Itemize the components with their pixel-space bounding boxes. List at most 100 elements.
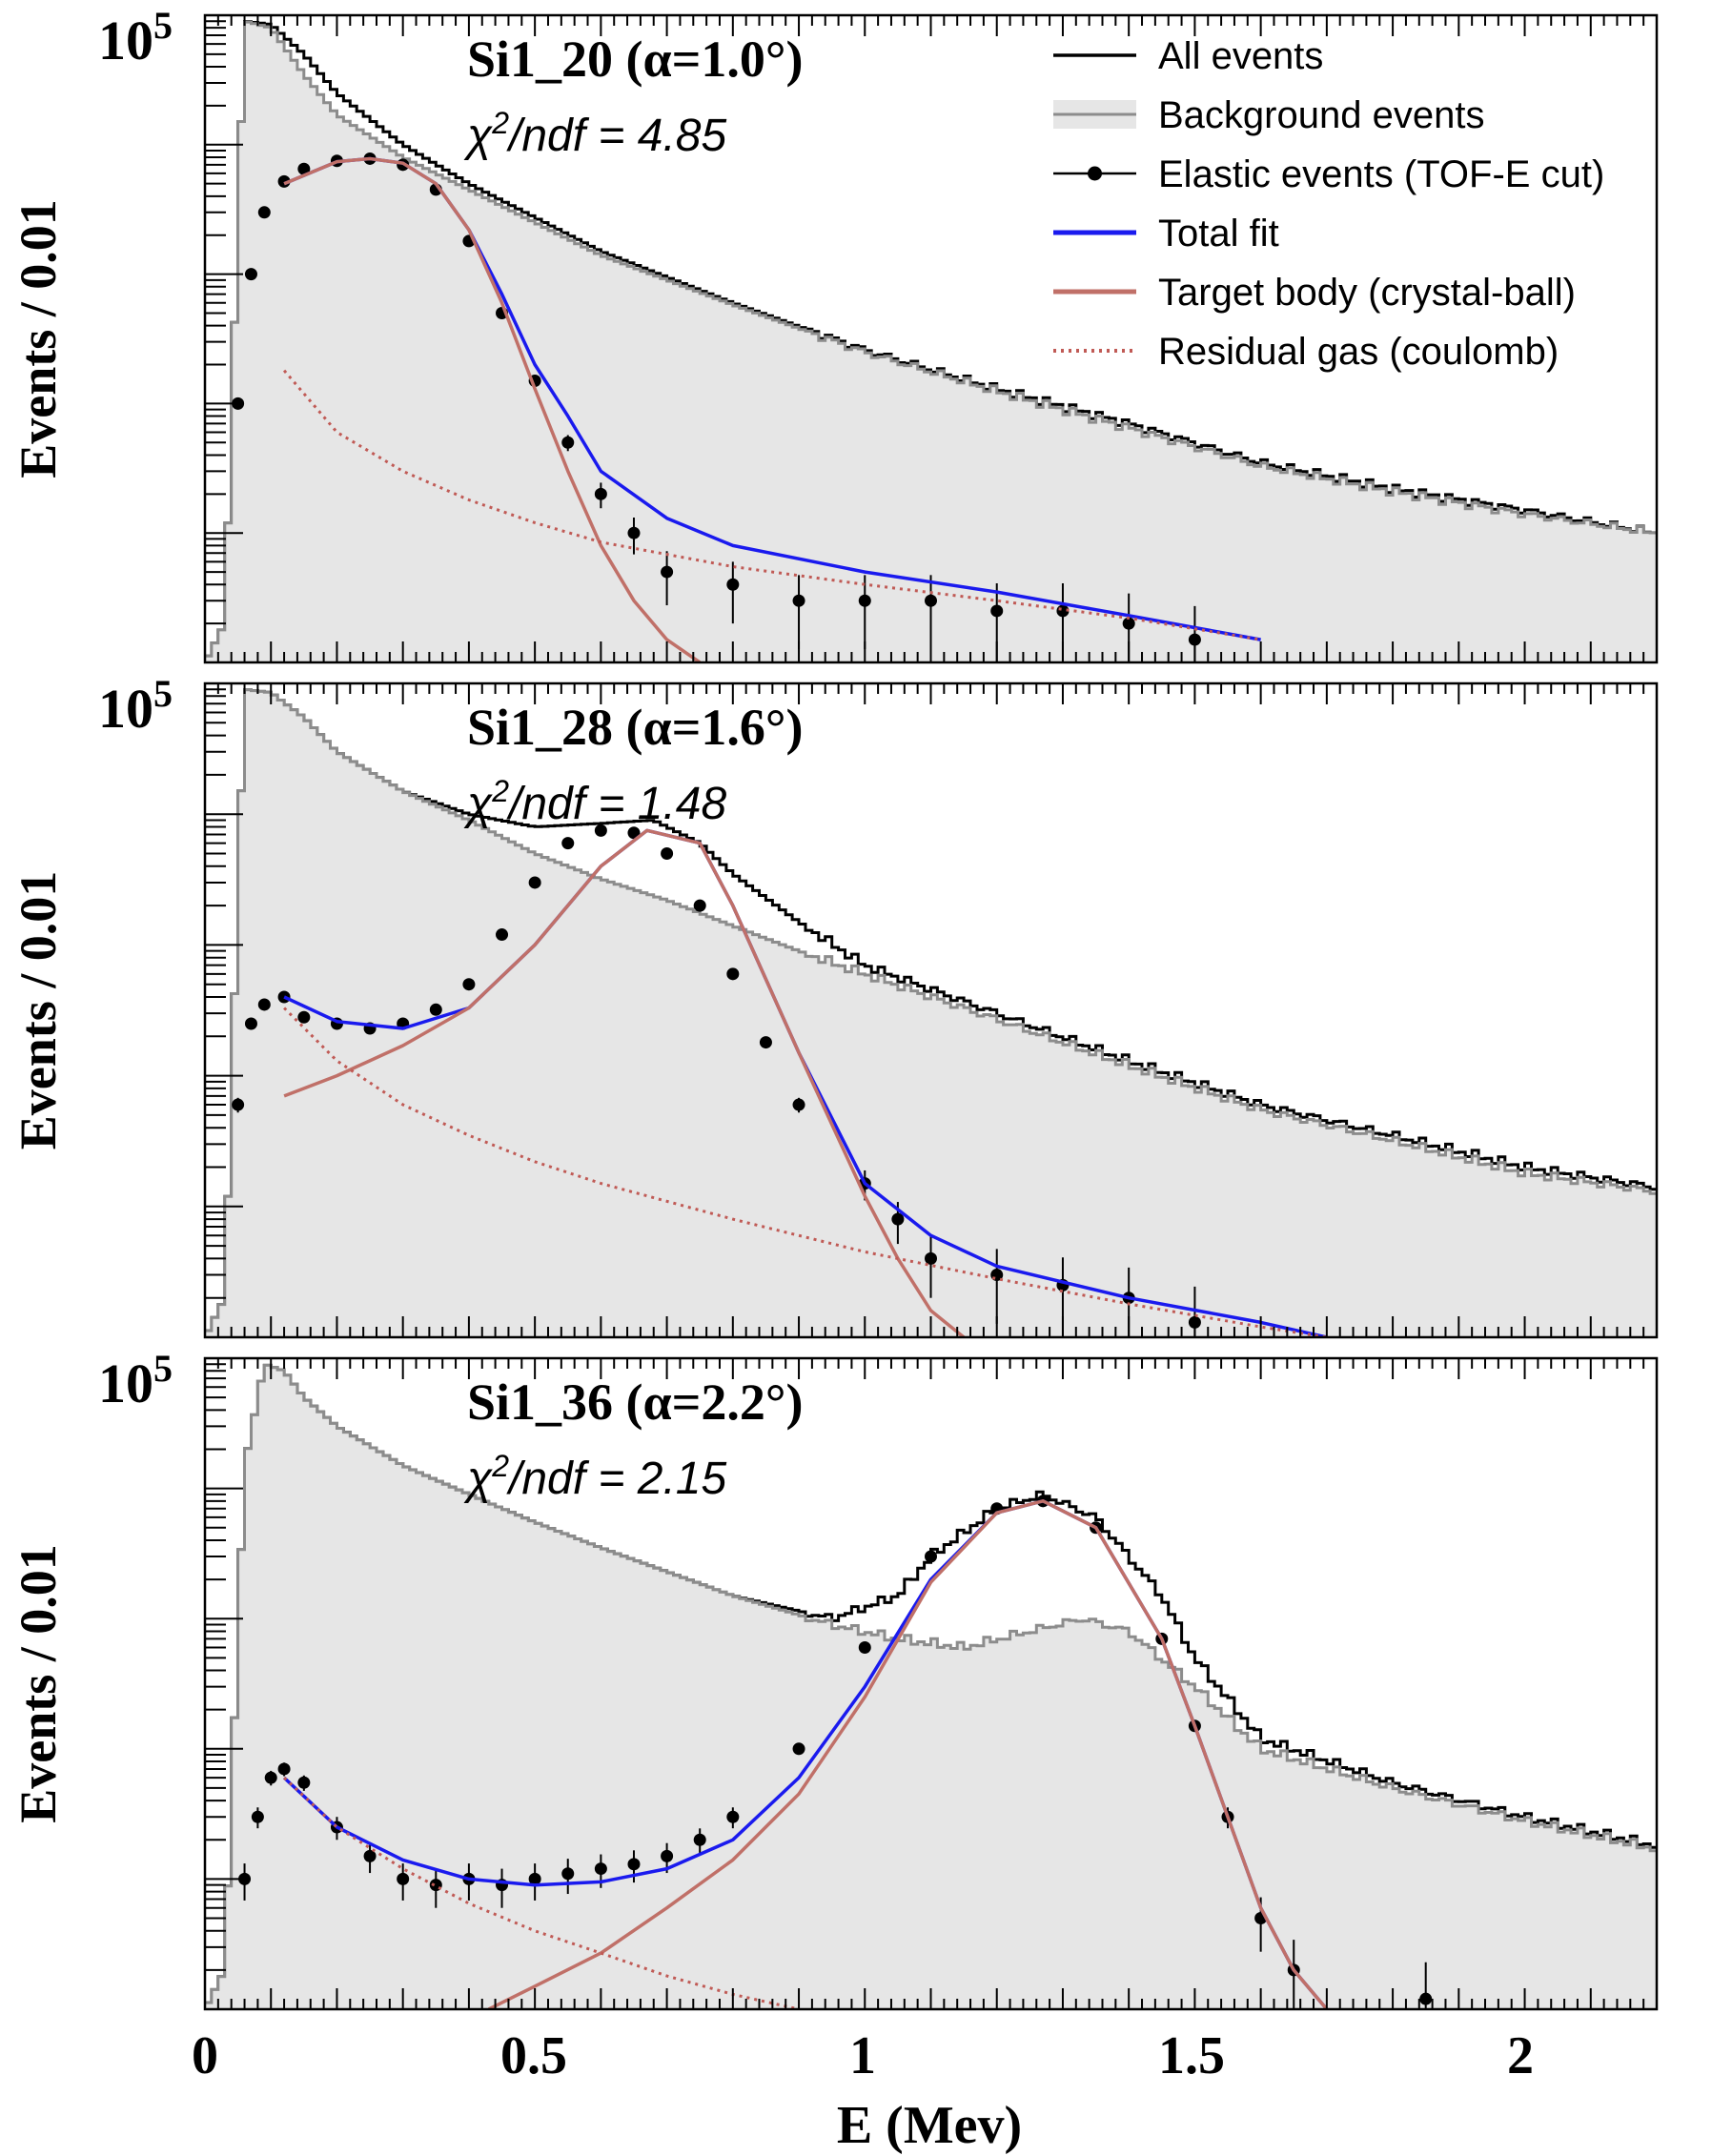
elastic-point [232, 1098, 245, 1111]
elastic-point [1419, 1992, 1433, 2005]
p2-series-2-background-step [205, 688, 1657, 1332]
elastic-point [561, 1867, 575, 1881]
elastic-point [462, 978, 476, 991]
p2-series-5-red-line [283, 828, 966, 1337]
elastic-point [297, 162, 311, 175]
elastic-point [693, 1833, 706, 1846]
elastic-point [627, 1858, 641, 1871]
x-ticks [204, 15, 1658, 662]
legend-item-6: Residual gas (coulomb) [1053, 331, 1559, 373]
legend-swatch-dot [1088, 166, 1102, 181]
elastic-point [792, 1098, 805, 1111]
elastic-point [264, 1771, 277, 1784]
p1-series-2-background-step [205, 20, 1657, 658]
p1-series-2-background-fill [205, 22, 1657, 662]
elastic-point [244, 268, 257, 281]
chi2-annotation: χ2/ndf = 1.48 [463, 774, 726, 829]
elastic-point [661, 847, 674, 861]
elastic-point [297, 1776, 311, 1789]
elastic-point [238, 1872, 252, 1885]
elastic-point [429, 1003, 442, 1016]
p1-series-5-red-line [283, 156, 702, 662]
elastic-point [244, 1017, 257, 1030]
legend: All events Background events Elastic event… [1053, 35, 1604, 373]
x-axis-labels: 0 0.5 1 1.5 2 E (Mev) [192, 2026, 1534, 2155]
elastic-point [891, 1212, 905, 1226]
elastic-point [594, 824, 607, 837]
p3-series-2-background-fill [205, 1365, 1657, 2009]
elastic-point [627, 526, 641, 539]
legend-item-4: Total fit [1053, 213, 1279, 254]
p1-series-1-all-events-step [205, 20, 1657, 658]
elastic-point [759, 1036, 772, 1049]
elastic-point [726, 1810, 740, 1823]
elastic-point [251, 1810, 264, 1823]
elastic-point [496, 928, 509, 942]
legend-label: Total fit [1158, 213, 1279, 254]
x-tick-label: 1 [849, 2026, 876, 2085]
elastic-point [277, 1762, 291, 1776]
y-tick-label: 105 [98, 1347, 173, 1414]
elastic-point [792, 1742, 805, 1756]
y-ticks [205, 1357, 243, 2010]
elastic-point [594, 487, 607, 500]
elastic-point [363, 1849, 377, 1862]
y-axis-title: Events / 0.01 [10, 1544, 67, 1823]
x-ticks [204, 1358, 1658, 2009]
legend-item-1: All events [1053, 35, 1323, 77]
elastic-point [257, 206, 271, 219]
p3-series-6-red-dotted [283, 1777, 800, 2009]
panel-title: Si1_28 (α=1.6°) [467, 699, 804, 756]
elastic-point [693, 899, 706, 912]
p2-series-1-all-events-step [205, 688, 1657, 1332]
elastic-point [858, 1641, 871, 1655]
p3-series-2-background-step [205, 1363, 1657, 2004]
elastic-point [561, 837, 575, 850]
y-tick-label: 105 [98, 4, 173, 71]
y-ticks [205, 14, 243, 663]
p1-series-6-red-dotted [282, 369, 1261, 641]
legend-label: Target body (crystal-ball) [1158, 272, 1576, 314]
elastic-point [528, 1872, 541, 1885]
elastic-point [726, 578, 740, 591]
legend-label: Residual gas (coulomb) [1158, 331, 1559, 373]
elastic-point [528, 876, 541, 889]
legend-label: All events [1158, 35, 1323, 77]
x-tick-label: 0.5 [500, 2026, 567, 2085]
p2-series-6-red-dotted [283, 1007, 1328, 1337]
chi2-annotation: χ2/ndf = 2.15 [463, 1449, 726, 1504]
y-axis-title: Events / 0.01 [10, 199, 67, 478]
elastic-point [990, 604, 1004, 618]
legend-item-5: Target body (crystal-ball) [1053, 272, 1576, 314]
elastic-point [561, 436, 575, 449]
elastic-point [1188, 633, 1201, 646]
p3-series-5-red-line [487, 1499, 1329, 2009]
elastic-point [277, 174, 291, 188]
p2-series-2-background-fill [205, 689, 1657, 1337]
elastic-point [858, 594, 871, 607]
elastic-point [594, 1862, 607, 1876]
elastic-point [257, 998, 271, 1011]
panel-title: Si1_20 (α=1.0°) [467, 31, 804, 88]
elastic-point [661, 1849, 674, 1862]
elastic-point [277, 990, 291, 1004]
p3-series-3-elastic-points [238, 1495, 1433, 2009]
y-axis-title: Events / 0.01 [10, 871, 67, 1150]
x-axis-title: E (Mev) [837, 2096, 1022, 2155]
elastic-point [397, 1872, 410, 1885]
elastic-point [297, 1010, 311, 1024]
elastic-point [627, 826, 641, 840]
legend-item-2: Background events [1053, 94, 1484, 136]
panel-title: Si1_36 (α=2.2°) [467, 1373, 804, 1431]
legend-label: Background events [1158, 94, 1484, 136]
panel-2: 105 Events / 0.01 Si1_28 (α=1.6°) χ2/ndf = … [10, 672, 1659, 1339]
y-tick-label: 105 [98, 672, 173, 740]
x-tick-label: 1.5 [1158, 2026, 1225, 2085]
elastic-point [925, 1550, 937, 1563]
elastic-point [925, 594, 937, 607]
x-ticks [204, 683, 1658, 1337]
elastic-point [661, 565, 674, 579]
panel-1: 105 Events / 0.01 Si1_20 (α=1.0°) χ2/ndf = … [10, 4, 1659, 664]
elastic-point [1122, 617, 1135, 630]
